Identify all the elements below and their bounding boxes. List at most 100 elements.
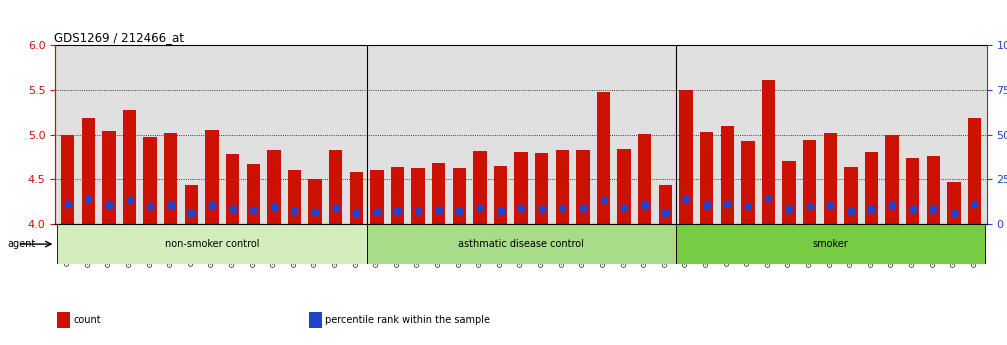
Bar — [371, 170, 384, 224]
Bar — [720, 126, 734, 224]
Bar — [597, 92, 610, 224]
Bar — [824, 133, 837, 224]
Bar — [57, 224, 367, 264]
Point — [122, 197, 138, 203]
Point — [472, 205, 488, 211]
Bar — [761, 80, 775, 224]
Bar — [493, 166, 508, 224]
Bar — [926, 156, 940, 224]
Point — [81, 196, 97, 202]
Bar — [680, 90, 693, 224]
Point — [492, 208, 509, 214]
Bar — [184, 185, 198, 224]
Bar — [391, 167, 404, 224]
Point — [410, 208, 426, 214]
Bar — [308, 179, 322, 224]
Bar — [288, 169, 301, 224]
Point — [822, 202, 838, 207]
Point — [514, 205, 530, 211]
Point — [678, 196, 694, 202]
Point — [636, 203, 653, 208]
Bar — [515, 152, 528, 224]
Point — [575, 205, 591, 211]
Point — [719, 201, 735, 206]
Point — [286, 208, 302, 214]
Text: agent: agent — [7, 239, 35, 249]
Point — [802, 204, 818, 209]
Point — [760, 196, 776, 201]
Point — [183, 210, 199, 215]
Bar — [556, 150, 569, 224]
Bar — [226, 154, 240, 224]
Point — [863, 206, 879, 212]
Point — [946, 210, 962, 215]
Bar — [329, 150, 342, 224]
Point — [967, 201, 983, 206]
Point — [307, 209, 323, 215]
Bar — [576, 150, 590, 224]
Point — [595, 197, 611, 203]
Text: count: count — [74, 315, 101, 325]
Bar — [741, 141, 754, 224]
Bar — [367, 224, 676, 264]
Point — [431, 207, 447, 213]
Bar — [906, 158, 919, 224]
Point — [904, 206, 920, 212]
Point — [59, 201, 76, 206]
Bar — [700, 132, 713, 224]
Point — [245, 207, 261, 213]
Point — [740, 204, 756, 209]
Point — [843, 208, 859, 214]
Bar — [659, 185, 672, 224]
Point — [554, 205, 570, 211]
Bar — [803, 140, 817, 224]
Text: asthmatic disease control: asthmatic disease control — [458, 239, 584, 249]
Bar — [103, 131, 116, 224]
Bar — [865, 152, 878, 224]
Bar — [885, 135, 899, 224]
Bar — [82, 118, 95, 224]
Point — [163, 202, 179, 207]
Point — [266, 205, 282, 210]
Bar — [473, 151, 486, 224]
Bar — [432, 163, 445, 224]
Point — [101, 202, 117, 207]
Bar — [782, 161, 796, 224]
Text: smoker: smoker — [813, 239, 848, 249]
Bar — [412, 168, 425, 224]
Point — [884, 203, 900, 208]
Point — [534, 206, 550, 212]
Point — [390, 208, 406, 214]
Point — [225, 206, 241, 212]
Point — [616, 205, 632, 211]
Point — [925, 206, 942, 212]
Point — [451, 208, 467, 214]
Bar — [638, 134, 652, 224]
Bar — [143, 137, 157, 224]
Text: GDS1269 / 212466_at: GDS1269 / 212466_at — [54, 31, 184, 44]
Point — [699, 202, 715, 207]
Bar — [948, 182, 961, 224]
Point — [781, 206, 798, 212]
Point — [369, 209, 385, 215]
Text: percentile rank within the sample: percentile rank within the sample — [325, 315, 490, 325]
Point — [204, 203, 221, 208]
Bar — [267, 150, 281, 224]
Point — [142, 204, 158, 209]
Bar — [452, 168, 466, 224]
Point — [658, 210, 674, 215]
Bar — [535, 154, 549, 224]
Bar — [349, 172, 363, 224]
Bar — [844, 167, 858, 224]
Bar — [247, 164, 260, 224]
Bar — [205, 130, 219, 224]
Bar — [164, 133, 177, 224]
Bar — [61, 136, 75, 224]
Bar — [968, 118, 981, 224]
Point — [348, 210, 365, 215]
Bar — [123, 110, 136, 224]
Text: non-smoker control: non-smoker control — [165, 239, 259, 249]
Bar — [676, 224, 985, 264]
Point — [327, 205, 343, 211]
Bar — [617, 149, 630, 224]
